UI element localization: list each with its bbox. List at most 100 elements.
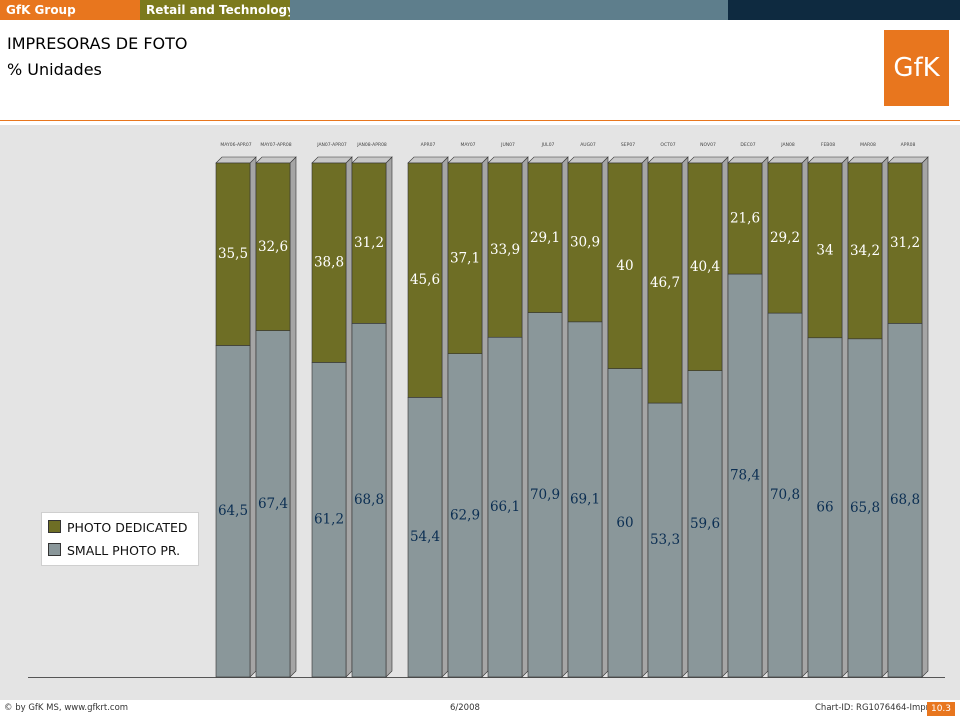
gfk-logo: GfK (884, 30, 949, 106)
data-label-small-photo-may06-apr07: 64,5 (218, 503, 248, 519)
header-divider (0, 120, 960, 121)
bar-segment-small-photo-may06-apr07 (215, 345, 251, 678)
bar-top-feb08 (807, 156, 849, 164)
bar-segment-photo-dedicated-apr08 (887, 162, 923, 324)
bar-top-mar08 (847, 156, 889, 164)
bar-top-apr07 (407, 156, 449, 164)
bar-side-dec07 (761, 156, 769, 678)
bar-segment-photo-dedicated-apr07 (407, 162, 443, 398)
data-label-photo-dedicated-dec07: 21,6 (730, 211, 760, 227)
bar-side-jul07 (561, 156, 569, 678)
footer-date: 6/2008 (450, 703, 480, 713)
data-label-small-photo-sep07: 60 (616, 515, 633, 531)
data-label-small-photo-nov07: 59,6 (690, 516, 720, 532)
category-label-apr08: APR08 (901, 142, 916, 148)
bar-side-nov07 (721, 156, 729, 678)
bar-side-apr07 (441, 156, 449, 678)
stacked-bar-chart: MAY06-APR07 35,5 64,5 MAY07-APR08 32,6 67,4 JA… (28, 142, 945, 678)
category-label-mar08: MAR08 (860, 142, 876, 148)
bar-top-jul07 (527, 156, 569, 164)
bar-segment-small-photo-jan07-apr07 (311, 362, 347, 678)
data-label-photo-dedicated-apr08: 31,2 (890, 235, 920, 251)
bar-top-may07 (447, 156, 489, 164)
data-label-small-photo-aug07: 69,1 (570, 491, 600, 507)
footer-copyright: © by GfK MS, www.gfkrt.com (4, 703, 129, 713)
page-subtitle: % Unidades (7, 60, 102, 79)
data-label-photo-dedicated-feb08: 34 (816, 242, 833, 258)
bar-segment-small-photo-nov07 (687, 370, 723, 678)
footer-chart-id: Chart-ID: RG1076464-ImprF (815, 703, 935, 713)
category-label-may07-apr08: MAY07-APR08 (260, 142, 291, 148)
bar-side-oct07 (681, 156, 689, 678)
data-label-small-photo-may07-apr08: 67,4 (258, 496, 288, 512)
category-label-jan07-apr07: JAN07-APR07 (316, 142, 347, 148)
data-label-photo-dedicated-sep07: 40 (616, 258, 633, 274)
bar-segment-photo-dedicated-may06-apr07 (215, 162, 251, 346)
bar-segment-photo-dedicated-oct07 (647, 162, 683, 404)
bar-segment-photo-dedicated-dec07 (727, 162, 763, 275)
data-label-small-photo-dec07: 78,4 (730, 468, 760, 484)
bar-side-feb08 (841, 156, 849, 678)
bar-side-mar08 (881, 156, 889, 678)
category-label-jan08-apr08: JAN08-APR08 (356, 142, 387, 148)
legend-swatch-small-photo (48, 543, 61, 556)
data-label-photo-dedicated-nov07: 40,4 (690, 259, 720, 275)
bar-side-jan08 (801, 156, 809, 678)
bar-segment-photo-dedicated-mar08 (847, 162, 883, 340)
top-bar: GfK Group Retail and Technology (0, 0, 960, 20)
category-label-may07: MAY07 (460, 142, 475, 148)
bar-top-aug07 (567, 156, 609, 164)
data-label-small-photo-jan08: 70,8 (770, 487, 800, 503)
bar-side-may06-apr07 (249, 156, 257, 678)
data-label-small-photo-mar08: 65,8 (850, 500, 880, 516)
bar-side-apr08 (921, 156, 929, 678)
bar-top-jun07 (487, 156, 529, 164)
bar-side-aug07 (601, 156, 609, 678)
top-bar-dark-fill (728, 0, 960, 20)
bar-segment-small-photo-jan08 (767, 312, 803, 678)
data-label-photo-dedicated-jan08-apr08: 31,2 (354, 235, 384, 251)
bar-segment-small-photo-mar08 (847, 338, 883, 678)
bar-top-may07-apr08 (255, 156, 297, 164)
data-label-photo-dedicated-aug07: 30,9 (570, 234, 600, 250)
chart-area: MAY06-APR07 35,5 64,5 MAY07-APR08 32,6 67,4 JA… (0, 125, 960, 700)
data-label-small-photo-jan08-apr08: 68,8 (354, 492, 384, 508)
data-label-photo-dedicated-may07: 37,1 (450, 250, 480, 266)
bar-segment-small-photo-may07 (447, 353, 483, 678)
data-label-photo-dedicated-jan07-apr07: 38,8 (314, 255, 344, 271)
category-label-may06-apr07: MAY06-APR07 (220, 142, 251, 148)
bar-side-jan07-apr07 (345, 156, 353, 678)
top-bar-fill (290, 0, 728, 20)
data-label-photo-dedicated-jun07: 33,9 (490, 242, 520, 258)
bar-segment-small-photo-jan08-apr08 (351, 323, 387, 678)
category-label-jul07: JUL07 (541, 142, 555, 148)
bar-top-apr08 (887, 156, 929, 164)
bar-segment-small-photo-feb08 (807, 337, 843, 678)
category-label-dec07: DEC07 (740, 142, 755, 148)
data-label-small-photo-jun07: 66,1 (490, 499, 520, 515)
category-label-feb08: FEB08 (821, 142, 835, 148)
bar-top-oct07 (647, 156, 689, 164)
brand-label: GfK Group (0, 0, 140, 20)
data-label-small-photo-jan07-apr07: 61,2 (314, 512, 344, 528)
data-label-small-photo-apr07: 54,4 (410, 529, 440, 545)
bar-side-may07-apr08 (289, 156, 297, 678)
bar-segment-photo-dedicated-aug07 (567, 162, 603, 323)
category-label-jun07: JUN07 (500, 142, 515, 148)
bar-side-sep07 (641, 156, 649, 678)
bar-top-nov07 (687, 156, 729, 164)
data-label-small-photo-feb08: 66 (816, 499, 833, 515)
data-label-photo-dedicated-mar08: 34,2 (850, 243, 880, 259)
bar-segment-small-photo-aug07 (567, 321, 603, 678)
data-label-small-photo-may07: 62,9 (450, 507, 480, 523)
data-label-small-photo-oct07: 53,3 (650, 532, 680, 548)
legend-item-small-photo: SMALL PHOTO PR. (48, 542, 180, 560)
bar-segment-small-photo-sep07 (607, 368, 643, 678)
data-label-photo-dedicated-apr07: 45,6 (410, 272, 440, 288)
data-label-photo-dedicated-oct07: 46,7 (650, 275, 680, 291)
bar-segment-photo-dedicated-jul07 (527, 162, 563, 313)
legend-swatch-photo-dedicated (48, 520, 61, 533)
section-label: Retail and Technology (140, 0, 290, 20)
bar-top-jan08 (767, 156, 809, 164)
bar-top-may06-apr07 (215, 156, 257, 164)
